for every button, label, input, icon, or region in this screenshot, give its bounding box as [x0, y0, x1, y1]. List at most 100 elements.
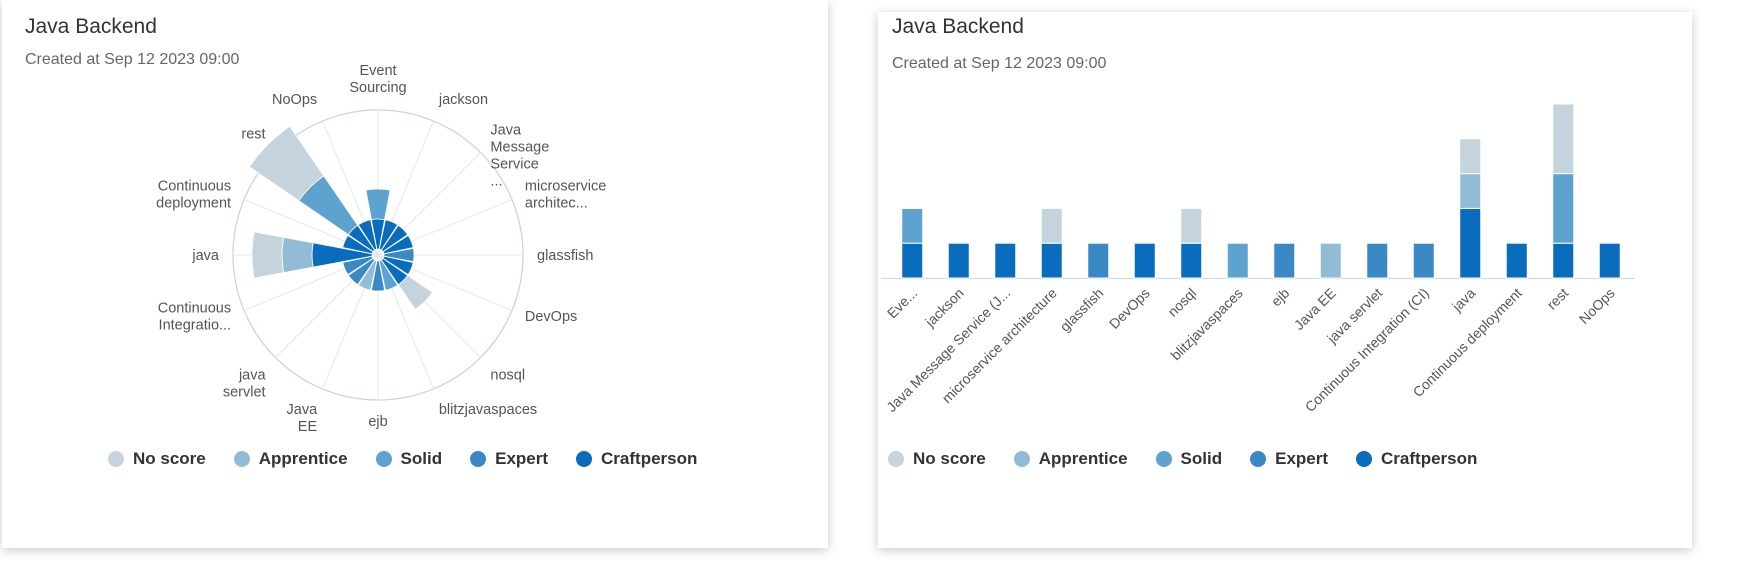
bar-segment-craftperson[interactable] [1552, 242, 1575, 279]
legend-item-expert[interactable]: Expert [470, 449, 548, 469]
polar-category-label: rest [241, 127, 265, 143]
x-tick-label: glassfish [1057, 285, 1107, 335]
bar-segment-solid[interactable] [1552, 173, 1575, 244]
legend-label: Solid [400, 449, 443, 468]
polar-category-label: Continuous deployment [156, 179, 231, 212]
bar-segment-solid[interactable] [901, 207, 924, 244]
legend-item-craftperson[interactable]: Craftperson [1356, 449, 1477, 469]
polar-segment-craftperson[interactable] [380, 224, 409, 253]
bar-segment-craftperson[interactable] [1180, 242, 1203, 279]
legend-marker [375, 451, 392, 467]
polar-category-label: glassfish [537, 248, 593, 264]
x-tick-label: Java EE [1291, 285, 1339, 333]
polar-segment-expert[interactable] [383, 247, 415, 263]
polar-category-label: Continuous Integratio... [158, 300, 231, 333]
polar-segment-solid[interactable] [365, 188, 391, 221]
legend-item-solid[interactable]: Solid [1155, 449, 1223, 469]
legend-item-apprentice[interactable]: Apprentice [1013, 449, 1128, 469]
bar-segment-expert[interactable] [1412, 242, 1435, 279]
polar-category-label: Java EE [287, 402, 319, 435]
polar-segment-apprentice[interactable] [281, 236, 314, 274]
bar-segment-craftperson[interactable] [1598, 242, 1621, 279]
polar-segment-no-score[interactable] [251, 231, 285, 279]
bars [901, 103, 1621, 279]
bar-segment-no-score[interactable] [1552, 103, 1575, 175]
bar-segment-no-score[interactable] [1459, 138, 1482, 175]
polar-segment-apprentice[interactable] [357, 259, 378, 291]
polar-category-label: microservice architec... [525, 179, 606, 212]
x-tick-label: java [1448, 285, 1478, 315]
chart-subtitle: Created at Sep 12 2023 09:00 [892, 55, 1107, 72]
polar-segment-solid[interactable] [378, 259, 399, 291]
bar-segment-apprentice[interactable] [1319, 242, 1342, 279]
x-tick-label: ejb [1268, 285, 1293, 310]
polar-category-label: nosql [490, 367, 525, 383]
x-tick-label: Eve... [884, 285, 921, 322]
legend-label: Craftperson [1381, 449, 1478, 468]
polar-category-label: jackson [438, 92, 488, 108]
bar-segment-apprentice[interactable] [1459, 173, 1482, 209]
legend-item-craftperson[interactable]: Craftperson [576, 449, 697, 469]
x-tick-label: rest [1544, 285, 1572, 313]
legend-item-no-score[interactable]: No score [108, 449, 206, 469]
bar-segment-craftperson[interactable] [1040, 242, 1063, 279]
polar-segment-craftperson[interactable] [382, 255, 414, 276]
legend-item-solid[interactable]: Solid [375, 449, 443, 469]
legend-label: Expert [1275, 449, 1329, 468]
legend-item-expert[interactable]: Expert [1250, 449, 1328, 469]
bar-segment-no-score[interactable] [1180, 207, 1203, 244]
x-tick-label: jackson [921, 285, 967, 331]
bar-segment-craftperson[interactable] [947, 242, 970, 279]
legend-marker [1155, 451, 1172, 467]
legend-label: Craftperson [601, 449, 698, 468]
polar-segment-craftperson[interactable] [382, 234, 414, 255]
bar-segment-expert[interactable] [1087, 242, 1110, 279]
chart-legend: No score Apprentice Solid Expert Craftperson [888, 449, 1505, 469]
legend-label: No score [133, 449, 206, 468]
polar-segment-craftperson[interactable] [342, 234, 374, 255]
legend-label: Solid [1180, 449, 1223, 468]
legend-item-no-score[interactable]: No score [888, 449, 986, 469]
legend-marker [1013, 451, 1030, 467]
legend-marker [1356, 451, 1373, 467]
legend-marker [576, 451, 593, 467]
polar-category-label: Java Message Service... [490, 123, 549, 190]
legend-label: Expert [495, 449, 549, 468]
polar-segment-expert[interactable] [342, 255, 374, 276]
legend-item-apprentice[interactable]: Apprentice [233, 449, 348, 469]
bar-segment-no-score[interactable] [1040, 207, 1063, 244]
bar-segment-expert[interactable] [1366, 242, 1389, 279]
chart-title: Java Backend [25, 15, 157, 38]
polar-segment-no-score[interactable] [248, 125, 325, 202]
legend-marker [1250, 451, 1267, 467]
polar-category-label: java [191, 248, 220, 264]
legend-marker [108, 451, 124, 467]
chart-card-polar: Java Backend Created at Sep 12 2023 09:0… [2, 0, 828, 548]
polar-segment-no-score[interactable] [397, 274, 433, 310]
polar-category-label: java servlet [223, 367, 267, 400]
chart-subtitle: Created at Sep 12 2023 09:00 [25, 51, 240, 68]
chart-card-bar: Java Backend Created at Sep 12 2023 09:0… [878, 12, 1692, 548]
chart-legend: No score Apprentice Solid Expert Craftperson [108, 449, 725, 469]
bar-segment-craftperson[interactable] [1505, 242, 1528, 279]
legend-marker [470, 451, 487, 467]
legend-marker [233, 451, 250, 467]
polar-category-label: NoOps [272, 92, 317, 108]
bar-segment-craftperson[interactable] [994, 242, 1017, 279]
bar-segment-expert[interactable] [1273, 242, 1296, 279]
polar-segment-craftperson[interactable] [378, 219, 399, 251]
bar-segment-craftperson[interactable] [1133, 242, 1156, 279]
x-tick-label: NoOps [1576, 285, 1618, 327]
bar-segment-solid[interactable] [1226, 242, 1249, 279]
legend-label: Apprentice [258, 449, 348, 468]
bar-segment-craftperson[interactable] [1459, 207, 1482, 279]
bar-segment-craftperson[interactable] [901, 242, 924, 279]
polar-segment-expert[interactable] [347, 257, 376, 286]
legend-label: Apprentice [1038, 449, 1128, 468]
polar-category-label: Event Sourcing [349, 63, 406, 96]
polar-segment-expert[interactable] [370, 260, 386, 292]
polar-segment-craftperson[interactable] [357, 219, 378, 251]
